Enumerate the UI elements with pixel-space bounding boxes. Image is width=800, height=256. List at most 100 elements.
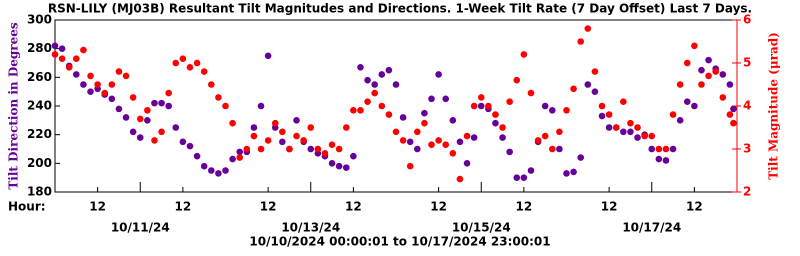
point — [456, 138, 464, 146]
point — [151, 137, 158, 144]
point — [406, 138, 414, 146]
chart-title: RSN-LILY (MJ03B) Resultant Tilt Magnitud… — [48, 2, 752, 16]
point — [286, 145, 293, 153]
x-tick-label: 12 — [345, 200, 362, 214]
y2-axis-label: Tilt Magnitude (μrad) — [767, 32, 781, 180]
point — [620, 98, 627, 105]
y-tick-label: 200 — [27, 156, 52, 170]
point — [655, 155, 663, 163]
point — [442, 95, 450, 103]
point — [442, 141, 450, 148]
point — [598, 112, 606, 120]
point — [378, 71, 386, 78]
point — [115, 68, 123, 75]
point — [250, 132, 258, 140]
point — [662, 157, 670, 164]
point — [506, 98, 513, 105]
point — [719, 94, 727, 101]
point — [364, 98, 371, 105]
point — [328, 160, 336, 167]
x-tick-label: 12 — [686, 200, 703, 214]
point — [691, 102, 698, 110]
point — [193, 59, 201, 67]
point — [151, 99, 158, 107]
point — [584, 25, 592, 32]
point — [222, 102, 229, 110]
point — [80, 81, 87, 88]
point — [705, 72, 712, 80]
point — [421, 109, 428, 117]
point — [328, 141, 336, 148]
x-tick-label: 12 — [89, 200, 106, 214]
point — [172, 59, 180, 67]
point — [378, 102, 386, 110]
point — [122, 114, 130, 121]
point — [321, 150, 329, 157]
point — [122, 72, 130, 80]
point — [264, 52, 272, 60]
date-range: 10/10/2024 00:00:01 to 10/17/2024 23:00:… — [249, 235, 550, 249]
y2-tick-label: 5 — [743, 56, 751, 70]
point — [648, 145, 656, 153]
y-tick-label: 240 — [27, 99, 52, 113]
point — [414, 128, 421, 136]
x-tick-label: 12 — [260, 200, 277, 214]
point — [257, 102, 265, 110]
point — [605, 124, 613, 131]
point — [314, 145, 322, 153]
point — [80, 46, 87, 54]
point — [627, 128, 634, 136]
point — [513, 76, 521, 84]
point — [570, 168, 577, 176]
point — [87, 72, 94, 80]
point — [357, 64, 364, 71]
point — [335, 145, 343, 153]
point — [548, 107, 556, 114]
point — [577, 154, 585, 161]
point — [229, 155, 236, 163]
y-tick-label: 260 — [27, 70, 52, 84]
point — [129, 94, 137, 101]
point — [271, 119, 279, 127]
point — [605, 111, 613, 118]
point — [58, 45, 66, 52]
point — [527, 167, 535, 174]
point — [477, 102, 485, 110]
point — [612, 124, 620, 131]
x-tick-label: 12 — [516, 200, 533, 214]
point — [414, 145, 421, 153]
point — [520, 174, 528, 181]
point — [200, 162, 208, 170]
point — [683, 98, 691, 105]
point — [698, 66, 705, 74]
y2-tick-label: 6 — [743, 13, 751, 27]
point — [215, 94, 222, 101]
plot-frame — [54, 19, 738, 193]
point — [193, 152, 201, 160]
point — [165, 89, 172, 97]
y-tick-label: 220 — [27, 127, 52, 141]
point — [435, 71, 442, 78]
point — [620, 128, 627, 136]
point — [548, 145, 556, 153]
x-date-label: 10/15/24 — [452, 221, 511, 235]
point — [421, 119, 428, 127]
point — [719, 71, 727, 78]
point — [172, 124, 180, 131]
point — [513, 174, 521, 181]
point — [662, 145, 670, 153]
point — [158, 128, 165, 136]
point — [73, 71, 80, 78]
point — [655, 145, 663, 153]
point — [257, 145, 265, 153]
point — [527, 89, 535, 97]
x-date-label: 10/13/24 — [281, 221, 340, 235]
point — [342, 164, 350, 171]
point — [58, 55, 66, 62]
point — [144, 117, 151, 124]
point — [293, 117, 300, 124]
point — [243, 145, 251, 153]
point — [350, 152, 357, 160]
point — [51, 42, 59, 50]
